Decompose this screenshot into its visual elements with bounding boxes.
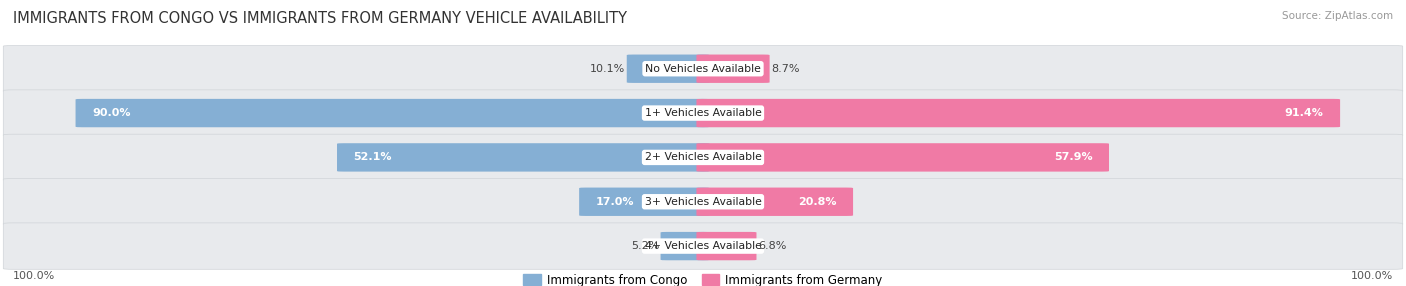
FancyBboxPatch shape xyxy=(3,223,1403,269)
Text: Source: ZipAtlas.com: Source: ZipAtlas.com xyxy=(1282,11,1393,21)
Text: 20.8%: 20.8% xyxy=(799,197,837,207)
Text: 6.8%: 6.8% xyxy=(758,241,786,251)
FancyBboxPatch shape xyxy=(3,178,1403,225)
Text: 100.0%: 100.0% xyxy=(13,271,55,281)
Text: 57.9%: 57.9% xyxy=(1054,152,1092,162)
FancyBboxPatch shape xyxy=(3,45,1403,92)
FancyBboxPatch shape xyxy=(627,55,710,83)
FancyBboxPatch shape xyxy=(696,55,769,83)
Text: No Vehicles Available: No Vehicles Available xyxy=(645,64,761,74)
FancyBboxPatch shape xyxy=(696,143,1109,172)
Text: 2+ Vehicles Available: 2+ Vehicles Available xyxy=(644,152,762,162)
Text: 4+ Vehicles Available: 4+ Vehicles Available xyxy=(644,241,762,251)
Text: 8.7%: 8.7% xyxy=(770,64,800,74)
Text: 10.1%: 10.1% xyxy=(591,64,626,74)
Legend: Immigrants from Congo, Immigrants from Germany: Immigrants from Congo, Immigrants from G… xyxy=(519,269,887,286)
FancyBboxPatch shape xyxy=(3,90,1403,136)
Text: IMMIGRANTS FROM CONGO VS IMMIGRANTS FROM GERMANY VEHICLE AVAILABILITY: IMMIGRANTS FROM CONGO VS IMMIGRANTS FROM… xyxy=(13,11,627,26)
FancyBboxPatch shape xyxy=(696,188,853,216)
FancyBboxPatch shape xyxy=(696,232,756,260)
Text: 91.4%: 91.4% xyxy=(1285,108,1323,118)
FancyBboxPatch shape xyxy=(76,99,710,127)
Text: 1+ Vehicles Available: 1+ Vehicles Available xyxy=(644,108,762,118)
Text: 90.0%: 90.0% xyxy=(91,108,131,118)
Text: 5.2%: 5.2% xyxy=(631,241,659,251)
FancyBboxPatch shape xyxy=(579,188,710,216)
Text: 100.0%: 100.0% xyxy=(1351,271,1393,281)
Text: 52.1%: 52.1% xyxy=(353,152,392,162)
Text: 3+ Vehicles Available: 3+ Vehicles Available xyxy=(644,197,762,207)
FancyBboxPatch shape xyxy=(3,134,1403,181)
FancyBboxPatch shape xyxy=(661,232,710,260)
FancyBboxPatch shape xyxy=(337,143,710,172)
Text: 17.0%: 17.0% xyxy=(596,197,634,207)
FancyBboxPatch shape xyxy=(696,99,1340,127)
